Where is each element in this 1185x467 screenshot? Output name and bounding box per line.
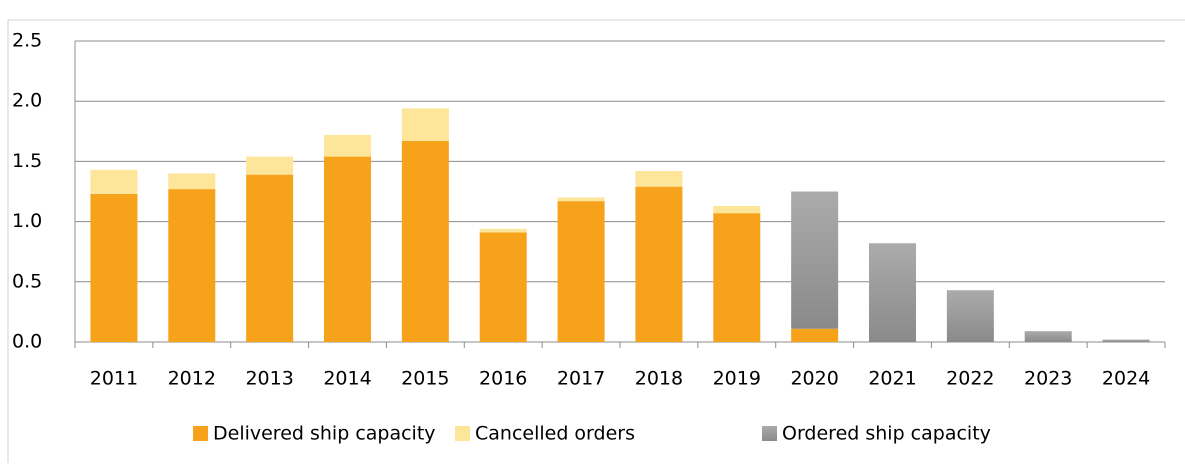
bar-segment xyxy=(1024,331,1072,342)
x-tick-label: 2017 xyxy=(557,368,605,390)
bar-segment xyxy=(557,197,605,202)
bar-segment xyxy=(168,189,216,342)
chart-frame xyxy=(7,19,1185,467)
bar-segment xyxy=(713,205,761,214)
x-tick-label: 2012 xyxy=(168,368,216,390)
y-tick-label: 0.0 xyxy=(12,331,42,353)
legend-swatch xyxy=(455,426,470,441)
bar-segment xyxy=(401,108,449,141)
bar-segment xyxy=(324,156,371,342)
bar-segment xyxy=(557,201,605,342)
x-tick-label: 2014 xyxy=(323,368,371,390)
legend-swatch xyxy=(762,426,777,441)
y-tick-label: 1.5 xyxy=(12,150,42,172)
bar-segment xyxy=(791,328,839,342)
bar-segment xyxy=(90,169,138,194)
x-tick-label: 2013 xyxy=(245,368,293,390)
legend-swatch xyxy=(193,426,208,441)
bar-segment xyxy=(713,213,761,342)
x-tick-label: 2024 xyxy=(1102,368,1150,390)
x-tick-label: 2011 xyxy=(90,368,138,390)
y-tick-label: 2.5 xyxy=(12,30,42,52)
x-tick-label: 2016 xyxy=(479,368,527,390)
y-tick-label: 0.5 xyxy=(12,270,42,292)
bar-segment xyxy=(168,173,216,190)
bar-segment xyxy=(1102,339,1150,342)
y-tick-label: 1.0 xyxy=(12,210,42,232)
legend-label: Cancelled orders xyxy=(475,423,635,445)
x-tick-label: 2021 xyxy=(868,368,916,390)
bar-segment xyxy=(791,191,839,329)
x-tick-label: 2015 xyxy=(401,368,449,390)
x-tick-label: 2018 xyxy=(635,368,683,390)
bar-segment xyxy=(90,193,138,342)
bar-segment xyxy=(635,171,683,187)
bar-segment xyxy=(246,156,294,175)
bar-segment xyxy=(946,290,994,342)
x-tick-label: 2023 xyxy=(1024,368,1072,390)
bar-segment xyxy=(869,243,916,342)
x-tick-label: 2020 xyxy=(790,368,838,390)
bar-segment xyxy=(635,186,683,342)
legend-label: Ordered ship capacity xyxy=(782,423,991,445)
x-tick-label: 2022 xyxy=(946,368,994,390)
bar-segment xyxy=(479,232,527,342)
bar-segment xyxy=(401,140,449,342)
y-tick-label: 2.0 xyxy=(12,90,42,112)
bar-segment xyxy=(246,174,294,342)
legend-label: Delivered ship capacity xyxy=(213,423,436,445)
bar-segment xyxy=(324,134,371,157)
bar-segment xyxy=(479,228,527,233)
x-tick-label: 2019 xyxy=(713,368,761,390)
